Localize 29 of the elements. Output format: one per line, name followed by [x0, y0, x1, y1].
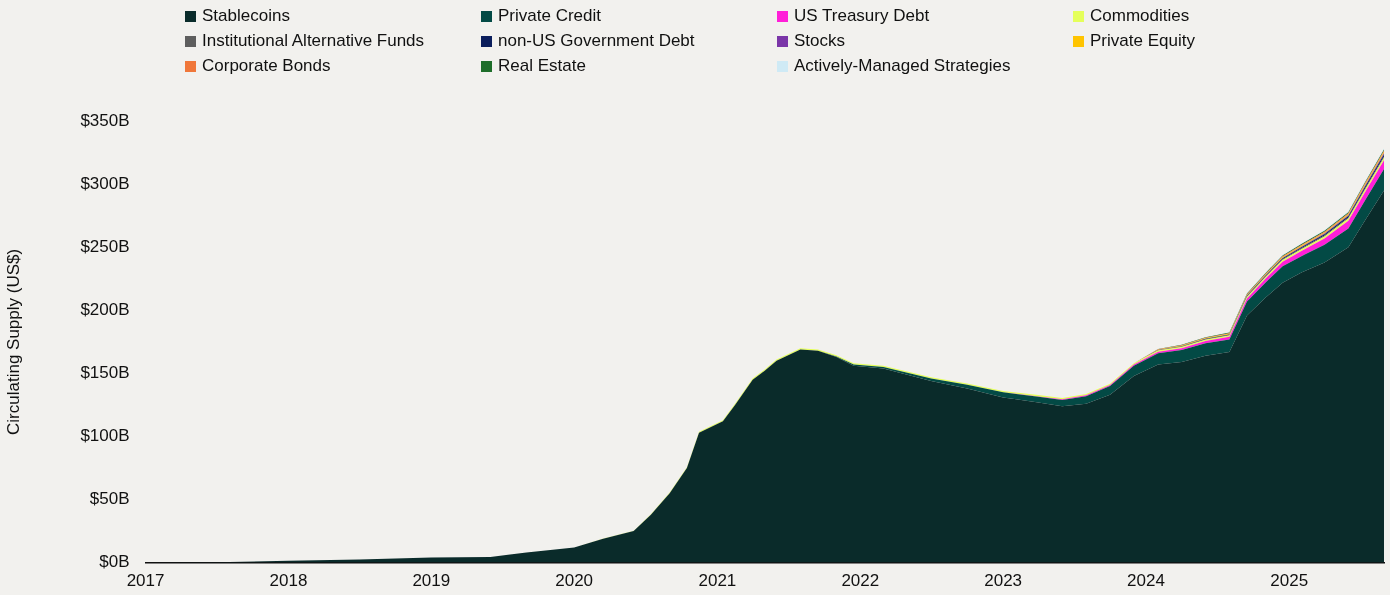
y-tick-label: $0B [99, 552, 130, 572]
x-tick-label: 2024 [1127, 571, 1165, 591]
y-tick-label: $200B [80, 300, 130, 320]
legend-label: Real Estate [498, 56, 586, 76]
legend-label: Private Credit [498, 6, 601, 26]
y-tick-label: $150B [80, 363, 130, 383]
legend-label: Commodities [1090, 6, 1190, 26]
x-tick-label: 2019 [412, 571, 451, 591]
legend-label: Private Equity [1090, 31, 1195, 51]
y-tick-label: $250B [80, 237, 130, 256]
legend-label: non-US Government Debt [498, 31, 695, 51]
y-axis-title: Circulating Supply (US$) [3, 248, 23, 435]
x-tick-label: 2021 [698, 571, 737, 591]
legend-label: Institutional Alternative Funds [202, 31, 425, 51]
legend-label: Stablecoins [202, 6, 290, 26]
y-tick-label: $300B [80, 173, 130, 193]
x-tick-label: 2018 [269, 571, 308, 591]
legend-label: US Treasury Debt [794, 6, 930, 26]
legend-label: Actively-Managed Strategies [794, 56, 1011, 76]
y-tick-label: $100B [80, 426, 130, 446]
x-tick-label: 2025 [1270, 571, 1309, 591]
x-tick-label: 2023 [984, 571, 1023, 591]
x-tick-label: 2017 [126, 571, 165, 591]
legend-label: Stocks [794, 31, 846, 51]
x-tick-label: 2020 [555, 571, 594, 591]
legend-label: Corporate Bonds [202, 56, 331, 76]
y-tick-label: $50B [89, 489, 130, 509]
y-tick-label: $350B [80, 110, 130, 130]
x-tick-label: 2022 [841, 571, 880, 591]
